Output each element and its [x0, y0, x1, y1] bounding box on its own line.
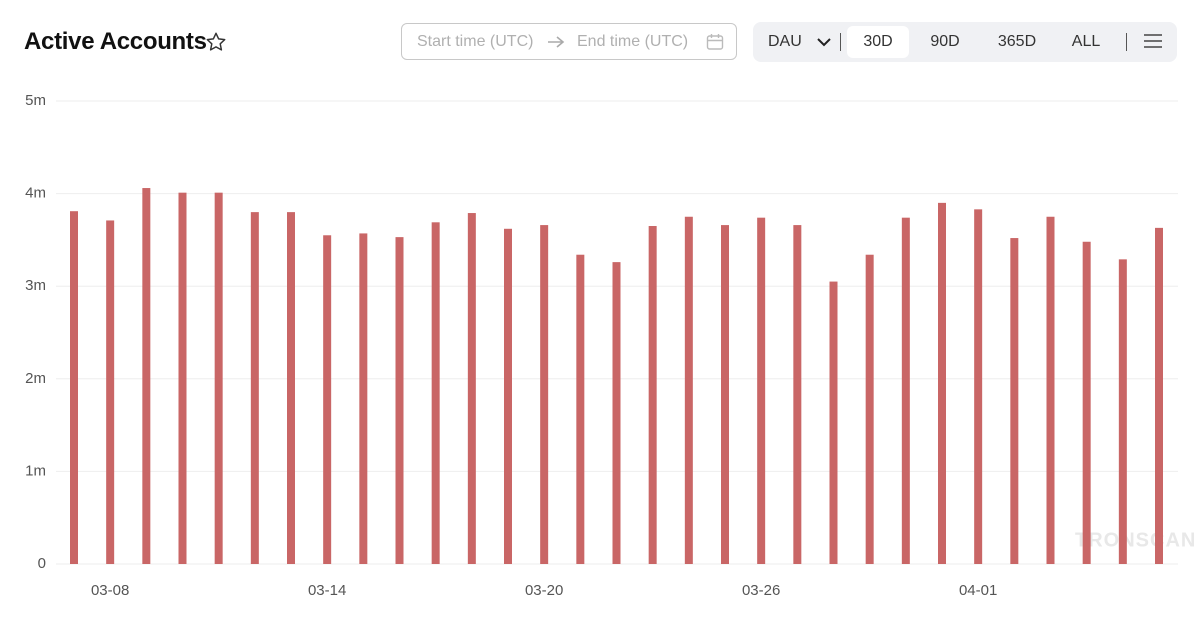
- bar: [250, 212, 259, 564]
- y-tick-label: 3m: [25, 277, 46, 294]
- y-tick-label: 0: [38, 555, 46, 572]
- bar: [1118, 259, 1127, 564]
- bar: [974, 209, 983, 565]
- watermark: TRONSCAN: [1075, 529, 1196, 551]
- y-tick-label: 1m: [25, 462, 46, 479]
- bar: [757, 217, 766, 564]
- bar: [504, 228, 512, 564]
- bar: [1155, 227, 1163, 564]
- x-tick-label: 03-08: [91, 582, 129, 599]
- bar: [431, 222, 440, 564]
- y-tick-label: 5m: [25, 92, 46, 109]
- bar: [829, 281, 838, 564]
- separator: [1126, 33, 1127, 51]
- bar: [648, 226, 657, 564]
- bar: [938, 202, 946, 565]
- bar: [214, 192, 223, 564]
- bar: [576, 254, 585, 564]
- x-tick-label: 04-01: [959, 582, 997, 599]
- menu-icon[interactable]: [1144, 33, 1162, 49]
- bar: [540, 225, 549, 565]
- bar: [1082, 241, 1091, 564]
- start-time-input[interactable]: Start time (UTC): [417, 33, 534, 50]
- range-button[interactable]: 30D: [847, 26, 909, 58]
- arrow-icon: [548, 36, 565, 48]
- date-range-picker[interactable]: Start time (UTC) End time (UTC): [401, 23, 737, 60]
- x-tick-label: 03-26: [742, 582, 780, 599]
- chevron-icon: [817, 38, 831, 47]
- metric-label: DAU: [768, 33, 802, 50]
- bar: [106, 220, 115, 565]
- bar: [1046, 216, 1055, 564]
- y-tick-label: 4m: [25, 185, 46, 202]
- bar: [142, 188, 151, 564]
- bar: [70, 211, 78, 564]
- range-selector: DAU 30D 90D 365D ALL: [753, 22, 1177, 62]
- bar: [865, 254, 874, 564]
- separator: [840, 33, 841, 51]
- y-tick-label: 2m: [25, 370, 46, 387]
- bar: [323, 235, 332, 564]
- x-tick-label: 03-14: [308, 582, 346, 599]
- bar: [287, 212, 295, 564]
- bar: [612, 262, 621, 564]
- range-button[interactable]: ALL: [1071, 33, 1101, 50]
- bar: [721, 225, 729, 565]
- page-title: Active Accounts: [24, 28, 207, 55]
- calendar-icon: [706, 34, 724, 50]
- bar: [684, 216, 693, 564]
- metric-dropdown[interactable]: DAU: [759, 26, 831, 58]
- bar: [793, 225, 802, 565]
- bar: [178, 192, 187, 564]
- bar: [1010, 238, 1019, 564]
- favorite-star[interactable]: [205, 31, 227, 53]
- range-button[interactable]: 90D: [930, 33, 960, 50]
- bar: [359, 233, 368, 564]
- x-tick-label: 03-20: [525, 582, 563, 599]
- bar: [395, 237, 404, 564]
- end-time-input[interactable]: End time (UTC): [577, 33, 689, 50]
- bar: [901, 217, 910, 564]
- bar: [467, 213, 476, 564]
- range-button[interactable]: 365D: [997, 33, 1037, 50]
